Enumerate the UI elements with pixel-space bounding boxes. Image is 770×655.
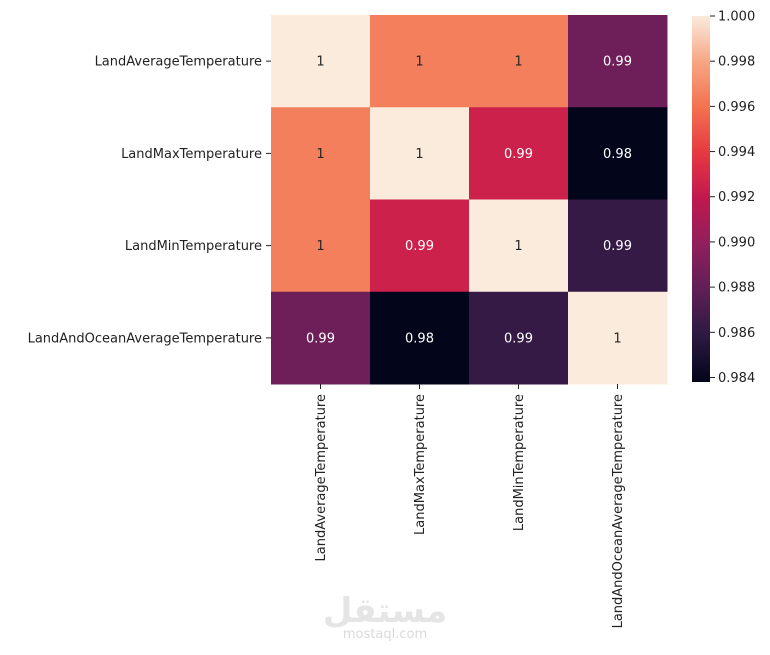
colorbar-tick-label: 0.990 bbox=[718, 235, 755, 250]
heatmap-cell bbox=[271, 15, 371, 108]
y-tick-label: LandAndOceanAverageTemperature bbox=[28, 331, 262, 346]
heatmap-cell bbox=[469, 107, 569, 200]
colorbar-tick-label: 0.988 bbox=[718, 281, 755, 296]
cell-annotation: 0.99 bbox=[603, 239, 632, 254]
y-axis: LandAverageTemperature LandMaxTemperature… bbox=[28, 55, 271, 346]
y-tick-label: LandMinTemperature bbox=[125, 239, 262, 254]
heatmap-cell bbox=[568, 291, 668, 385]
heatmap-cells bbox=[271, 15, 668, 385]
watermark-arabic: مستقل bbox=[323, 591, 447, 631]
heatmap-cell bbox=[271, 291, 371, 385]
heatmap-annotations: 1 1 1 0.99 1 1 0.99 0.98 1 0.99 1 0.99 0.99 0.98 0.99 1 bbox=[306, 55, 632, 347]
cell-annotation: 0.99 bbox=[603, 55, 632, 70]
cell-annotation: 0.98 bbox=[603, 147, 632, 162]
colorbar-tick-label: 0.986 bbox=[718, 326, 755, 341]
cell-annotation: 1 bbox=[514, 239, 522, 254]
heatmap-cell bbox=[370, 107, 470, 200]
x-axis: LandAverageTemperature LandMaxTemperature… bbox=[314, 384, 626, 628]
cell-annotation: 0.99 bbox=[504, 147, 533, 162]
cell-annotation: 0.98 bbox=[405, 331, 434, 346]
colorbar-gradient bbox=[692, 16, 710, 382]
heatmap-cell bbox=[271, 107, 371, 200]
heatmap-cell bbox=[568, 107, 668, 200]
cell-annotation: 1 bbox=[514, 55, 522, 70]
colorbar-tick-label: 0.996 bbox=[718, 100, 755, 115]
heatmap-cell bbox=[469, 15, 569, 108]
cell-annotation: 1 bbox=[316, 239, 324, 254]
watermark: مستقل mostaql.com bbox=[323, 591, 447, 642]
heatmap-cell bbox=[271, 199, 371, 293]
watermark-latin: mostaql.com bbox=[343, 627, 427, 642]
colorbar-tick-label: 0.998 bbox=[718, 55, 755, 70]
heatmap-cell bbox=[370, 15, 470, 108]
cell-annotation: 1 bbox=[415, 147, 423, 162]
x-tick-label: LandMinTemperature bbox=[512, 394, 527, 531]
colorbar-tick-label: 0.994 bbox=[718, 145, 755, 160]
colorbar-tick-label: 0.992 bbox=[718, 190, 755, 205]
cell-annotation: 1 bbox=[613, 331, 621, 346]
cell-annotation: 1 bbox=[316, 147, 324, 162]
y-tick-label: LandAverageTemperature bbox=[95, 55, 262, 70]
y-tick-label: LandMaxTemperature bbox=[121, 147, 262, 162]
colorbar-tick-label: 0.984 bbox=[718, 371, 755, 386]
heatmap-cell bbox=[568, 199, 668, 293]
heatmap-cell bbox=[370, 199, 470, 293]
cell-annotation: 0.99 bbox=[306, 331, 335, 346]
colorbar-ticks: 0.984 0.986 0.988 0.990 0.992 0.994 0.996 0.998… bbox=[710, 10, 755, 386]
heatmap-cell bbox=[469, 199, 569, 293]
heatmap-cell bbox=[370, 291, 470, 385]
cell-annotation: 0.99 bbox=[504, 331, 533, 346]
cell-annotation: 1 bbox=[415, 55, 423, 70]
colorbar-tick-label: 1.000 bbox=[718, 10, 755, 25]
x-tick-label: LandAverageTemperature bbox=[314, 394, 329, 561]
heatmap-cell bbox=[469, 291, 569, 385]
x-tick-label: LandAndOceanAverageTemperature bbox=[611, 394, 626, 628]
x-tick-label: LandMaxTemperature bbox=[413, 394, 428, 535]
cell-annotation: 1 bbox=[316, 55, 324, 70]
cell-annotation: 0.99 bbox=[405, 239, 434, 254]
colorbar: 0.984 0.986 0.988 0.990 0.992 0.994 0.996 0.998… bbox=[692, 10, 755, 386]
heatmap-cell bbox=[568, 15, 668, 108]
